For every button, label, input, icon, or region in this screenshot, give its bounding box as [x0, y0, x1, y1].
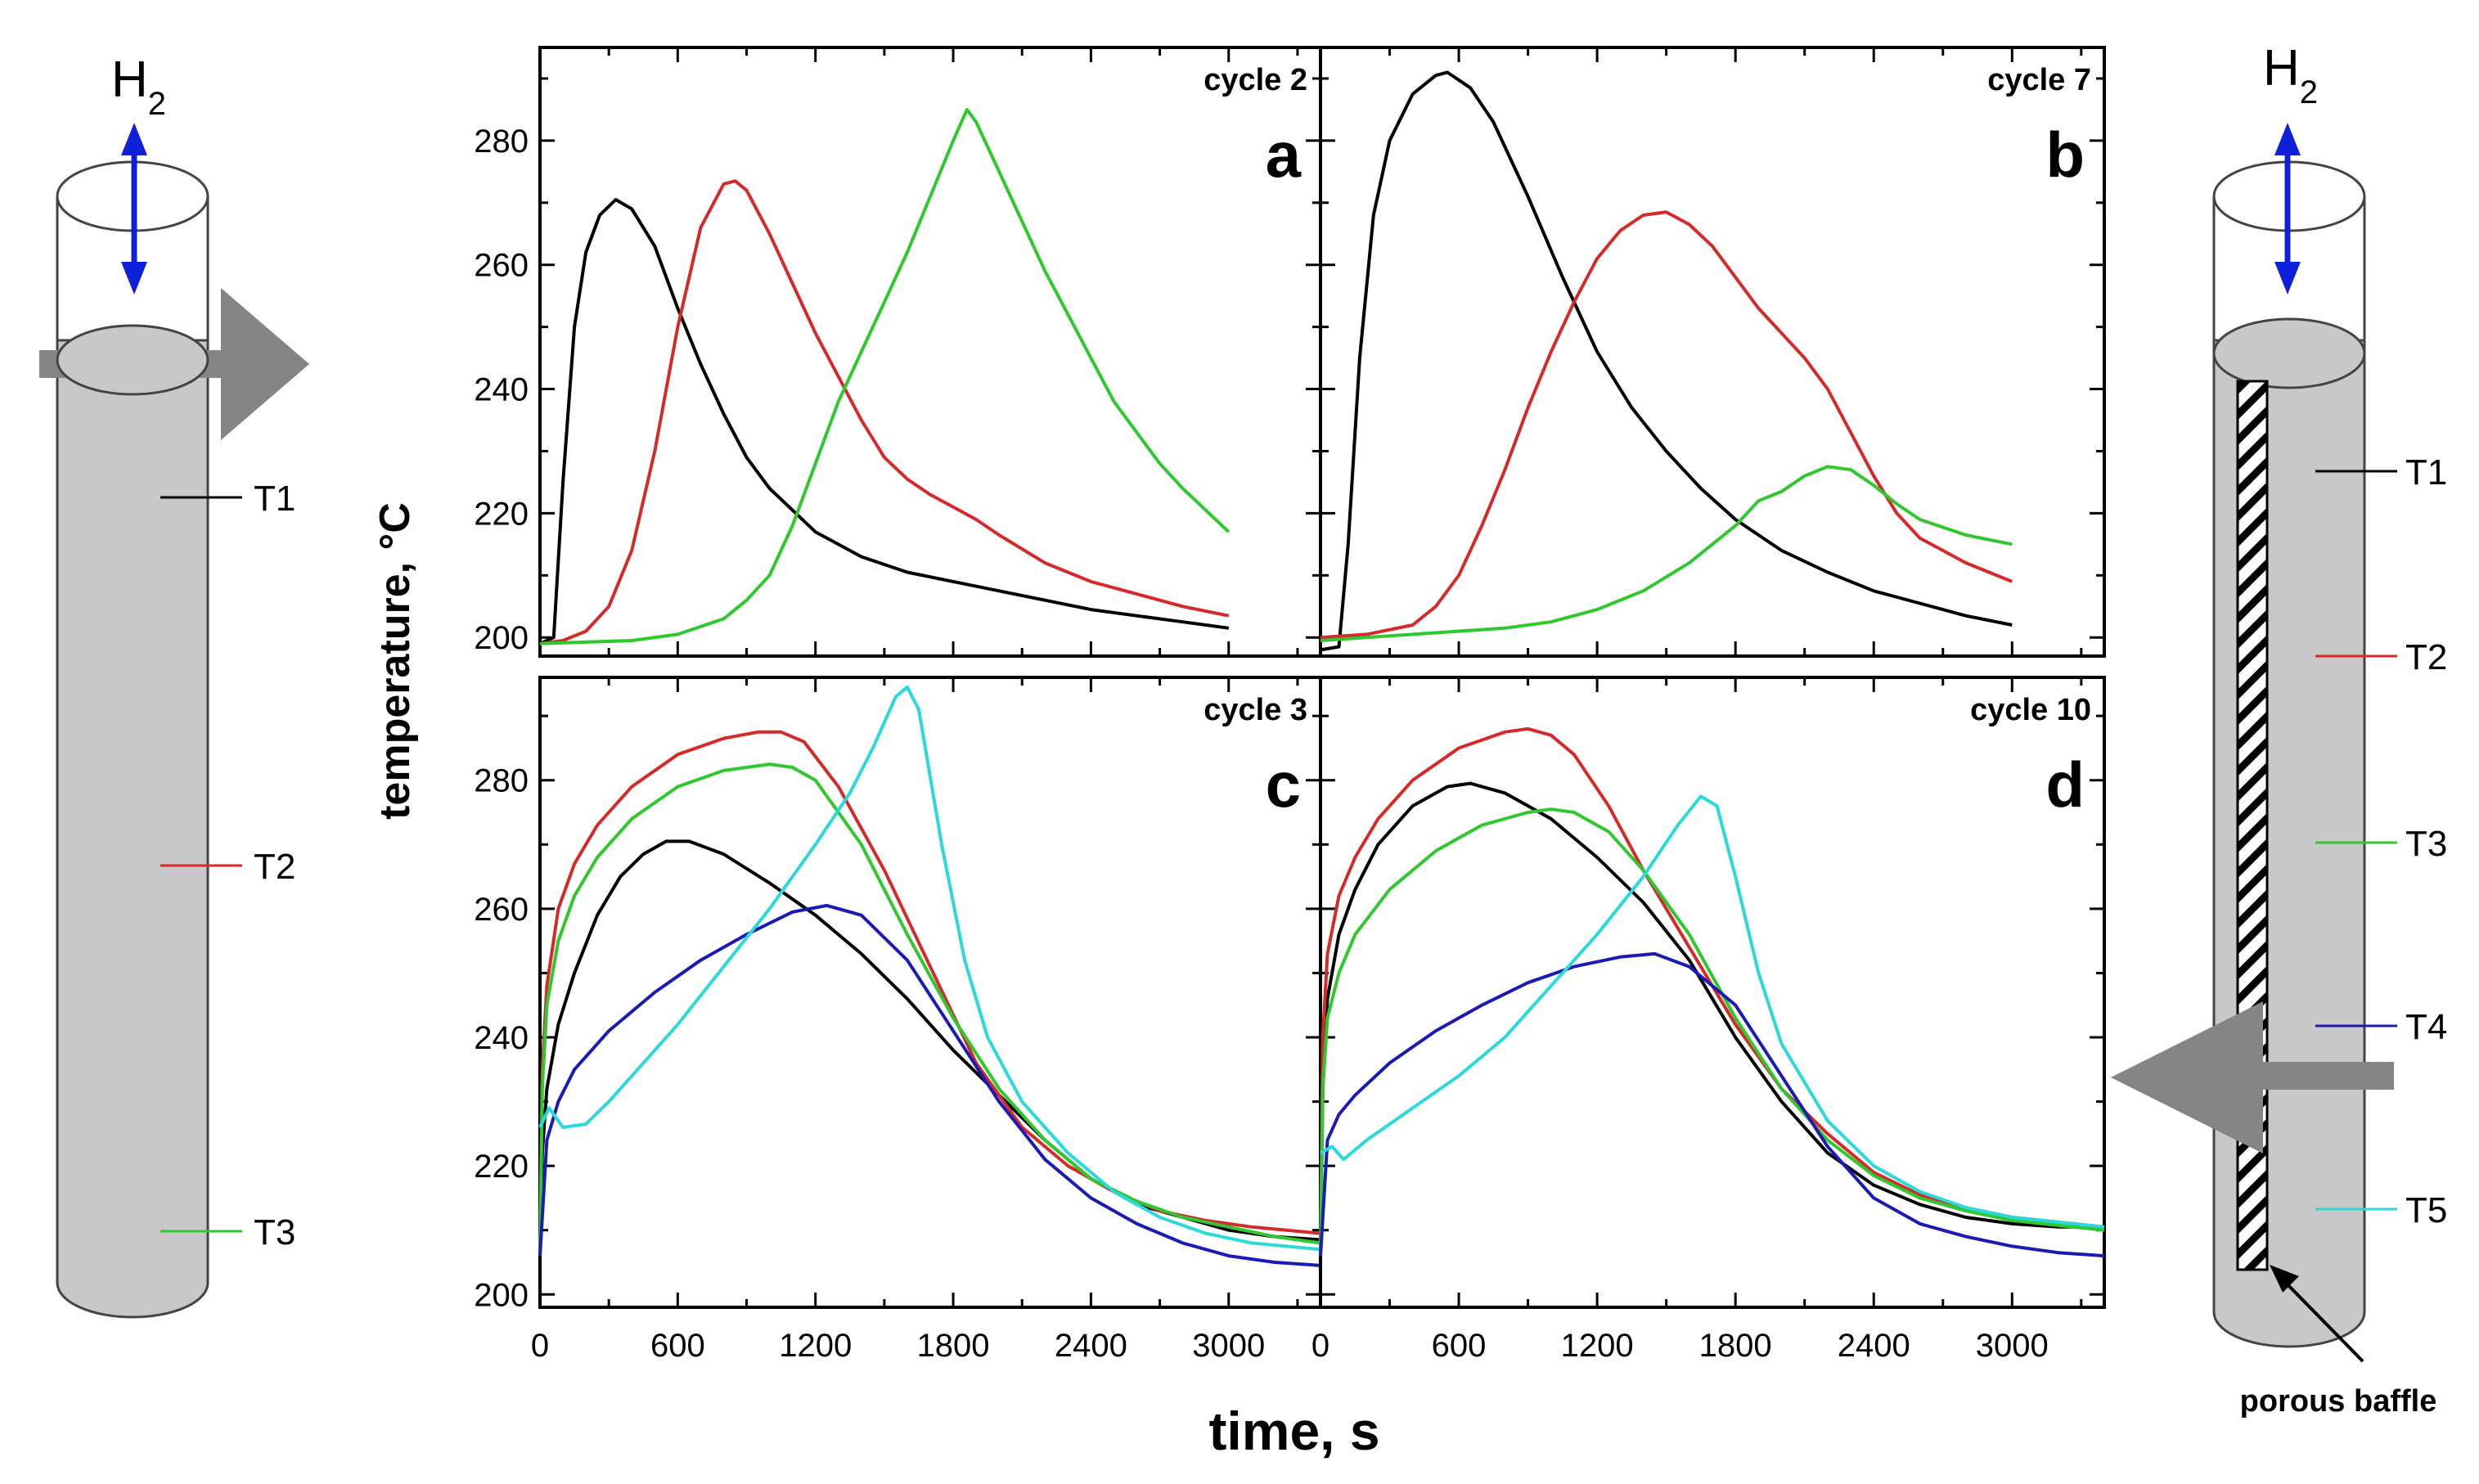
x-tick-label: 2400	[1838, 1328, 1910, 1364]
right-inlet-arrow	[2111, 1001, 2394, 1153]
right-powder-surface	[2212, 317, 2366, 389]
y-tick-label: 200	[474, 620, 529, 656]
series-line-T1	[1319, 781, 2104, 1257]
panel-c: 200 220 240 260 280 0 600 1200 1800 2400 3000 cycle…	[474, 676, 1322, 1364]
x-tick-label: 0	[1311, 1328, 1329, 1364]
right-gas-label: H2	[2263, 40, 2318, 110]
sensor-label-T1: T1	[254, 479, 295, 519]
series-line-T1	[538, 839, 1321, 1257]
series-line-T5	[1320, 794, 2105, 1229]
x-tick-label: 1200	[1561, 1328, 1634, 1364]
cycle-label: cycle 10	[1970, 693, 2091, 727]
x-axis-label: time, s	[1208, 1401, 1379, 1461]
y-tick-label: 200	[474, 1277, 529, 1313]
panel-b: cycle 7 b	[1319, 46, 2106, 658]
y-tick-label: 240	[474, 372, 529, 408]
panel-letter: d	[2045, 749, 2085, 821]
right-reactor-diagram: H2 T1 T2 T3 T4 T5 porous baffle	[2111, 40, 2447, 1419]
series-line-T3	[538, 762, 1321, 1257]
series-line-T5	[538, 685, 1321, 1252]
y-tick-label: 260	[474, 892, 529, 928]
panel-a: 200 220 240 260 280 cycle 2 a	[474, 46, 1322, 658]
series-line-T4	[538, 903, 1321, 1267]
baffle-label: porous baffle	[2240, 1384, 2437, 1419]
series-line-T4	[1319, 951, 2105, 1258]
series-line-T2	[1320, 210, 2013, 640]
panel-frame	[538, 46, 1322, 658]
sensor-label-T2: T2	[2405, 637, 2447, 677]
baffle-pointer	[2270, 1265, 2364, 1363]
chart-panels: 200 220 240 260 280 cycle 2 a cycle 7 b 200 220 240…	[474, 46, 2106, 1364]
panel-d: 0 600 1200 1800 2400 3000 cycle 10 d	[1311, 676, 2106, 1364]
left-h2-arrow	[121, 123, 147, 295]
panel-letter: c	[1266, 749, 1301, 821]
sensor-label-T2: T2	[254, 847, 295, 887]
x-tick-label: 3000	[1192, 1328, 1265, 1364]
series-line-T3	[539, 107, 1231, 645]
panel-frame	[1319, 676, 2106, 1309]
x-tick-label: 1200	[779, 1328, 852, 1364]
sensor-label-T5: T5	[2405, 1190, 2447, 1230]
series-line-T3	[1320, 465, 2013, 642]
left-reactor-cylinder	[56, 339, 209, 1319]
sensor-label-T4: T4	[2405, 1007, 2447, 1047]
series-line-T2	[1319, 726, 2105, 1257]
sensor-label-T3: T3	[2405, 824, 2447, 864]
series-line-T3	[1319, 807, 2105, 1257]
left-sensors: T1 T2 T3	[160, 479, 295, 1252]
y-tick-label: 240	[474, 1020, 529, 1056]
left-gas-label: H2	[111, 52, 166, 122]
panel-letter: a	[1266, 119, 1302, 191]
cycle-label: cycle 3	[1204, 693, 1307, 727]
y-tick-label: 260	[474, 248, 529, 284]
left-reactor-diagram: H2 T1 T2 T3	[39, 52, 309, 1319]
series-line-T1	[539, 198, 1230, 645]
sensor-label-T3: T3	[254, 1212, 295, 1252]
x-tick-label: 0	[531, 1328, 549, 1364]
sensor-label-T1: T1	[2405, 452, 2447, 492]
cycle-label: cycle 7	[1987, 63, 2091, 97]
series-line-T1	[1320, 70, 2013, 652]
x-tick-label: 600	[650, 1328, 705, 1364]
cycle-label: cycle 2	[1204, 63, 1307, 97]
right-h2-arrow	[2274, 123, 2301, 295]
left-powder-surface	[56, 324, 209, 396]
x-tick-label: 3000	[1976, 1328, 2049, 1364]
y-tick-label: 220	[474, 496, 529, 532]
x-tick-label: 1800	[917, 1328, 990, 1364]
y-tick-label: 280	[474, 763, 529, 799]
y-axis-label: temperature, °C	[371, 502, 419, 820]
x-tick-label: 1800	[1699, 1328, 1772, 1364]
y-tick-label: 220	[474, 1149, 529, 1185]
x-tick-label: 2400	[1055, 1328, 1127, 1364]
panel-frame	[1319, 46, 2106, 658]
panel-letter: b	[2045, 119, 2085, 191]
series-line-T2	[539, 179, 1230, 645]
x-tick-label: 600	[1432, 1328, 1487, 1364]
right-sensors: T1 T2 T3 T4 T5	[2315, 452, 2447, 1230]
y-tick-label: 280	[474, 124, 529, 160]
